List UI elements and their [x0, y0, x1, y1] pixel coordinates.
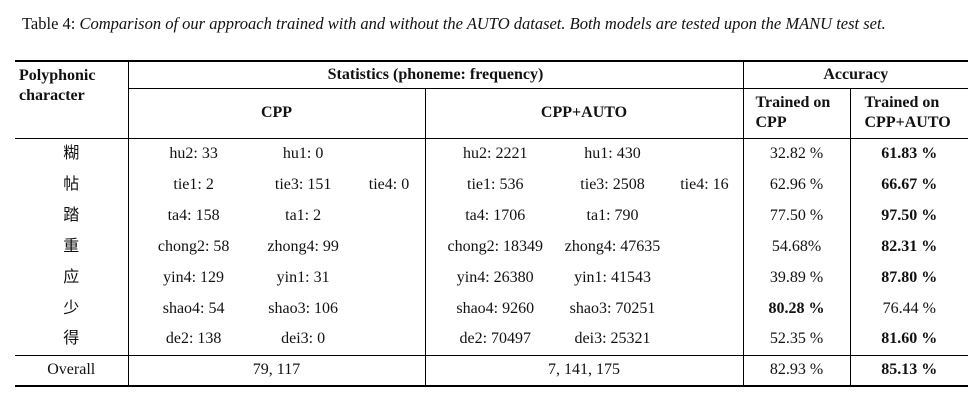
data-row: 得 de2: 138 dei3: 0 de2: 70497 dei3: 25321 52.…: [15, 324, 969, 355]
header-row: Polyphonic character Statistics (phoneme:…: [15, 61, 969, 139]
char-cell: 重: [63, 237, 80, 255]
stat-item: tie4: 16: [680, 175, 729, 193]
stat-item: tie1: 536: [467, 175, 524, 193]
stats-cell: tie1: 2 tie3: 151 tie4: 0: [127, 169, 425, 200]
stats-cell: hu2: 2221 hu1: 430: [424, 138, 743, 169]
char-cell: Overall: [47, 361, 96, 379]
stat-item: dei3: 25321: [574, 330, 651, 348]
accuracy-cell: 39.89 %: [742, 262, 850, 293]
accuracy-cell: 61.83 %: [849, 138, 969, 169]
stat-item: hu1: 430: [584, 144, 641, 162]
accuracy-cell: 81.60 %: [849, 324, 969, 355]
accuracy-cell: 97.50 %: [849, 200, 969, 231]
stat-item: shao3: 106: [268, 299, 339, 317]
stats-cell: chong2: 58 zhong4: 99: [127, 231, 425, 262]
stat-item: tie4: 0: [368, 175, 410, 193]
char-cell: 踏: [63, 206, 80, 224]
data-row: 糊 hu2: 33 hu1: 0 hu2: 2221 hu1: 430 32.82 % 61…: [15, 138, 969, 169]
stats-cell: yin4: 129 yin1: 31: [127, 262, 425, 293]
stats-cell: yin4: 26380 yin1: 41543: [424, 262, 743, 293]
data-row: 重 chong2: 58 zhong4: 99 chong2: 18349 zhong4…: [15, 231, 969, 262]
stat-item: 7, 141, 175: [548, 361, 620, 379]
stat-item: de2: 70497: [459, 330, 532, 348]
header-cell: Trained on CPP: [742, 88, 850, 139]
stat-item: 79, 117: [252, 361, 301, 379]
stat-item: shao4: 9260: [456, 299, 535, 317]
accuracy-cell: 52.35 %: [742, 324, 850, 355]
stat-item: dei3: 0: [281, 330, 326, 348]
caption-text: Comparison of our approach trained with …: [79, 14, 886, 33]
accuracy-cell: 82.93 %: [742, 355, 850, 386]
char-cell: 少: [63, 299, 80, 317]
stats-cell: de2: 70497 dei3: 25321: [424, 324, 743, 355]
header-cell: Accuracy: [742, 61, 969, 89]
stat-item: yin1: 41543: [574, 268, 651, 286]
accuracy-cell: 80.28 %: [742, 293, 850, 324]
stats-cell: shao4: 54 shao3: 106: [127, 293, 425, 324]
char-cell: 糊: [63, 144, 80, 162]
stat-item: tie3: 2508: [580, 175, 645, 193]
stat-item: ta4: 1706: [465, 206, 526, 224]
stat-item: yin4: 26380: [456, 268, 534, 286]
stat-item: tie3: 151: [274, 175, 332, 193]
stat-item: chong2: 58: [157, 237, 230, 255]
stat-item: ta1: 2: [285, 206, 322, 224]
data-row: Overall 79, 117 7, 141, 175 82.93 % 85.13 %: [15, 355, 969, 386]
stat-item: zhong4: 99: [267, 237, 339, 255]
stat-item: yin4: 129: [163, 268, 225, 286]
stats-cell: ta4: 158 ta1: 2: [127, 200, 425, 231]
stat-item: shao4: 54: [162, 299, 225, 317]
header-row: CPP CPP+AUTO Trained on CPP Trained on CPP+…: [15, 88, 969, 139]
stat-item: zhong4: 47635: [564, 237, 661, 255]
stat-item: hu1: 0: [282, 144, 324, 162]
char-cell: 应: [63, 268, 80, 286]
accuracy-cell: 76.44 %: [849, 293, 969, 324]
stat-item: yin1: 31: [276, 268, 330, 286]
caption-label: Table 4:: [22, 14, 76, 33]
accuracy-cell: 66.67 %: [849, 169, 969, 200]
accuracy-cell: 32.82 %: [742, 138, 850, 169]
stat-item: hu2: 33: [169, 144, 218, 162]
data-row: 帖 tie1: 2 tie3: 151 tie4: 0 tie1: 536 tie3: 2…: [15, 169, 969, 200]
stat-item: ta4: 158: [167, 206, 220, 224]
accuracy-cell: 54.68%: [742, 231, 850, 262]
stats-cell: hu2: 33 hu1: 0: [127, 138, 425, 169]
stat-item: chong2: 18349: [447, 237, 544, 255]
header-cell: Polyphonic character: [15, 61, 128, 139]
stats-cell: 7, 141, 175: [424, 355, 743, 386]
stat-item: shao3: 70251: [569, 299, 656, 317]
stat-item: tie1: 2: [173, 175, 214, 193]
accuracy-cell: 87.80 %: [849, 262, 969, 293]
data-row: 踏 ta4: 158 ta1: 2 ta4: 1706 ta1: 790 77.50 % 9…: [15, 200, 969, 231]
stat-item: de2: 138: [165, 330, 222, 348]
char-cell: 帖: [63, 175, 80, 193]
accuracy-cell: 85.13 %: [849, 355, 969, 386]
data-row: 应 yin4: 129 yin1: 31 yin4: 26380 yin1: 41543…: [15, 262, 969, 293]
header-cell: CPP+AUTO: [424, 88, 743, 139]
accuracy-cell: 62.96 %: [742, 169, 850, 200]
char-cell: 得: [63, 330, 80, 348]
results-table: Polyphonic character Statistics (phoneme:…: [15, 60, 969, 387]
data-row: 少 shao4: 54 shao3: 106 shao4: 9260 shao3: 70…: [15, 293, 969, 324]
stats-cell: ta4: 1706 ta1: 790: [424, 200, 743, 231]
stats-cell: 79, 117: [127, 355, 425, 386]
header-cell: Statistics (phoneme: frequency): [127, 61, 743, 89]
stat-item: hu2: 2221: [463, 144, 528, 162]
stat-item: ta1: 790: [586, 206, 639, 224]
accuracy-cell: 82.31 %: [849, 231, 969, 262]
stats-cell: shao4: 9260 shao3: 70251: [424, 293, 743, 324]
header-cell: Trained on CPP+AUTO: [849, 88, 969, 139]
header-cell: CPP: [127, 88, 425, 139]
caption: Table 4: Comparison of our approach trai…: [22, 14, 886, 34]
accuracy-cell: 77.50 %: [742, 200, 850, 231]
stats-cell: chong2: 18349 zhong4: 47635: [424, 231, 743, 262]
stats-cell: de2: 138 dei3: 0: [127, 324, 425, 355]
stats-cell: tie1: 536 tie3: 2508 tie4: 16: [424, 169, 743, 200]
